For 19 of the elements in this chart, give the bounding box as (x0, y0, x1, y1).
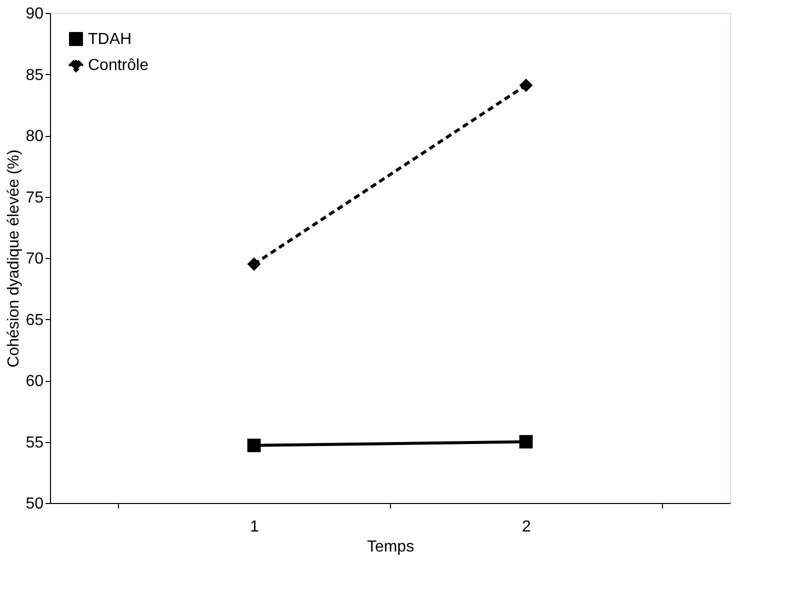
point (519, 435, 533, 448)
y-tick-label: 90 (26, 6, 44, 22)
y-tick-label: 65 (26, 312, 44, 329)
legend-label: TDAH (88, 31, 132, 48)
y-tick-label: 50 (26, 496, 44, 512)
point (519, 78, 533, 92)
x-axis-title: Temps (366, 538, 414, 556)
x-tick-label: 1 (250, 518, 260, 536)
y-tick-label: 85 (26, 66, 44, 84)
legend-label: Contrôle (88, 57, 149, 74)
y-tick-label: 60 (26, 373, 44, 390)
y-tick-label: 55 (26, 434, 44, 452)
y-tick-label: 70 (26, 250, 44, 268)
y-tick-label: 75 (26, 189, 44, 206)
x-tick-label: 2 (522, 518, 532, 536)
point (247, 438, 261, 452)
point (247, 257, 261, 271)
y-tick-label: 80 (26, 128, 44, 145)
y-axis-title: Cohésion dyadique élevée (%) (6, 150, 23, 368)
